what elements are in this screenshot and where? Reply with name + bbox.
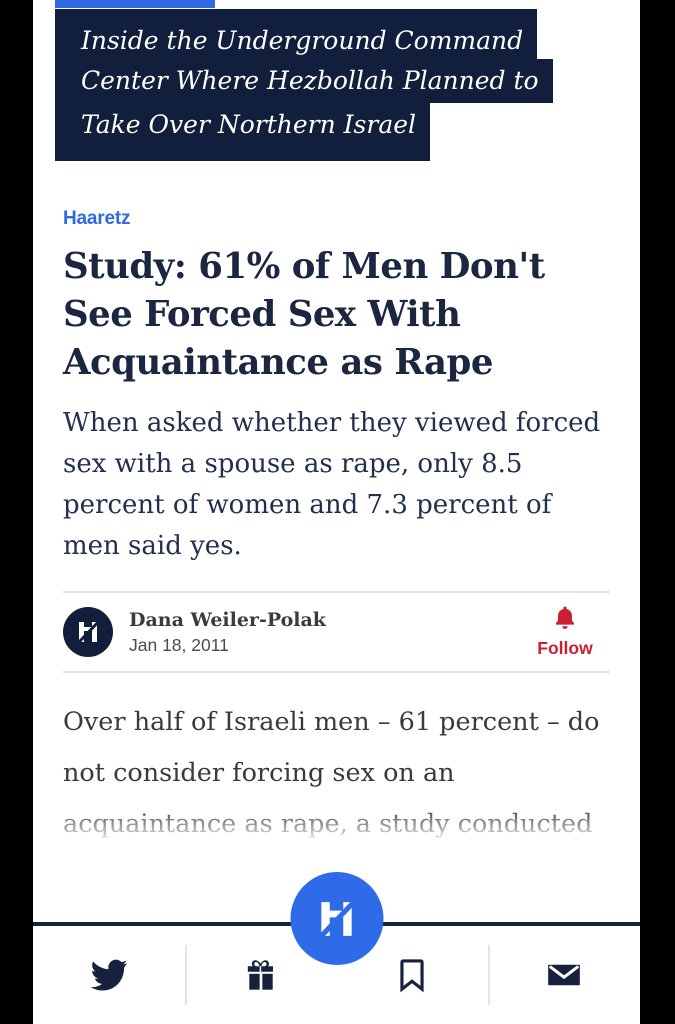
bookmark-button[interactable] xyxy=(337,939,489,1011)
avatar[interactable] xyxy=(63,607,113,657)
byline-text: Dana Weiler-Polak Jan 18, 2011 xyxy=(129,608,520,657)
promo-banner-line-3: Take Over Northern Israel xyxy=(55,103,431,161)
phone-viewport: Inside the Underground Command Center Wh… xyxy=(33,0,640,1024)
publication-kicker[interactable]: Haaretz xyxy=(63,208,131,229)
haaretz-home-button[interactable] xyxy=(290,872,383,965)
haaretz-logo-icon xyxy=(318,899,356,939)
email-share-button[interactable] xyxy=(488,939,640,1011)
follow-label: Follow xyxy=(537,638,593,658)
bell-icon xyxy=(556,606,574,629)
promo-banner[interactable]: Inside the Underground Command Center Wh… xyxy=(55,9,618,161)
gift-icon xyxy=(247,960,273,990)
byline-divider-top xyxy=(63,591,610,593)
share-twitter-button[interactable] xyxy=(33,939,185,1011)
publish-date: Jan 18, 2011 xyxy=(129,634,229,655)
bookmark-icon xyxy=(400,959,424,993)
promo-banner-line-1: Inside the Underground Command xyxy=(55,9,538,59)
article-container: Haaretz Study: 61% of Men Don't See Forc… xyxy=(33,160,640,858)
reading-progress-fill xyxy=(55,0,215,8)
promo-banner-line-2: Center Where Hezbollah Planned to xyxy=(55,59,553,103)
byline-divider-bottom xyxy=(63,671,610,673)
gift-article-button[interactable] xyxy=(184,939,337,1011)
haaretz-logo-icon xyxy=(77,620,100,644)
article-body: Over half of Israeli men – 61 percent – … xyxy=(63,707,600,839)
bottom-action-bar xyxy=(33,872,640,1024)
article-deck: When asked whether they viewed forced se… xyxy=(63,408,601,561)
author-name[interactable]: Dana Weiler-Polak xyxy=(129,608,326,631)
envelope-icon xyxy=(548,964,580,986)
twitter-icon xyxy=(90,959,128,991)
follow-button[interactable]: Follow xyxy=(520,605,610,659)
article-body-wrapper: Over half of Israeli men – 61 percent – … xyxy=(63,673,610,858)
byline: Dana Weiler-Polak Jan 18, 2011 Follow xyxy=(63,593,610,671)
reading-progress-track xyxy=(55,0,640,8)
page-title: Study: 61% of Men Don't See Forced Sex W… xyxy=(63,246,545,383)
